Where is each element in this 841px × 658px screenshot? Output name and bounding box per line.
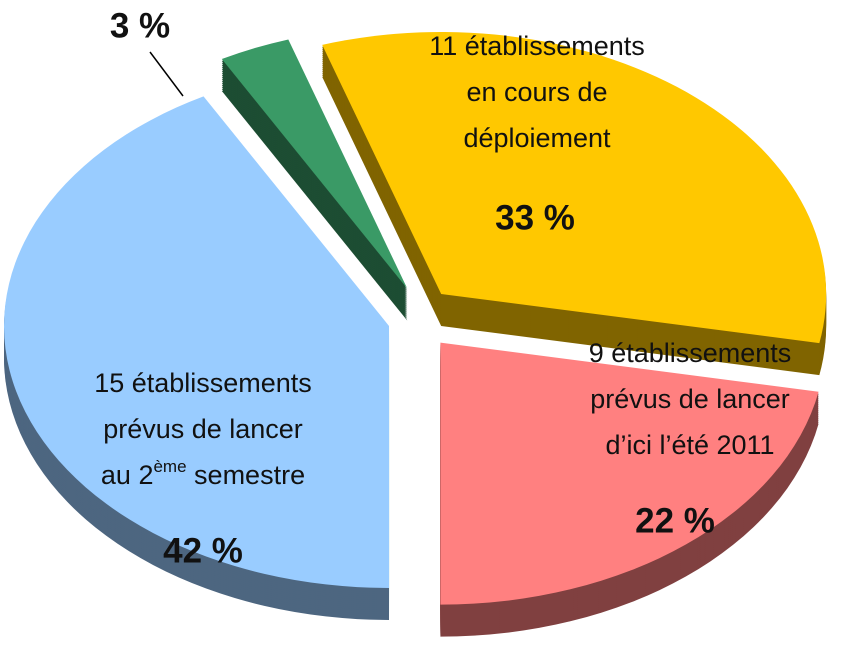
slice (440, 342, 819, 605)
label-part: semestre (187, 460, 306, 490)
slice-label: au 2ème semestre (101, 457, 305, 490)
leader-line (149, 51, 184, 97)
value-label: 33 % (495, 198, 575, 237)
slice-label: prévus de lancer (590, 384, 790, 414)
slice-label: 15 établissements (94, 368, 312, 398)
slice (4, 96, 390, 588)
slice (322, 31, 827, 344)
slice (221, 39, 408, 289)
slice-label: déploiement (463, 123, 611, 153)
label-part: ème (153, 457, 186, 476)
slice-label: en cours de (466, 77, 607, 107)
value-label: 22 % (635, 501, 715, 540)
slice-label: d’ici l’été 2011 (605, 430, 774, 460)
slice-label: 9 établissements (589, 338, 792, 368)
value-label: 3 % (110, 6, 170, 45)
label-part: au 2 (101, 460, 154, 490)
value-label: 42 % (163, 531, 243, 570)
slice-label: prévus de lancer (103, 414, 303, 444)
slice-label: 11 établissements (429, 31, 645, 61)
